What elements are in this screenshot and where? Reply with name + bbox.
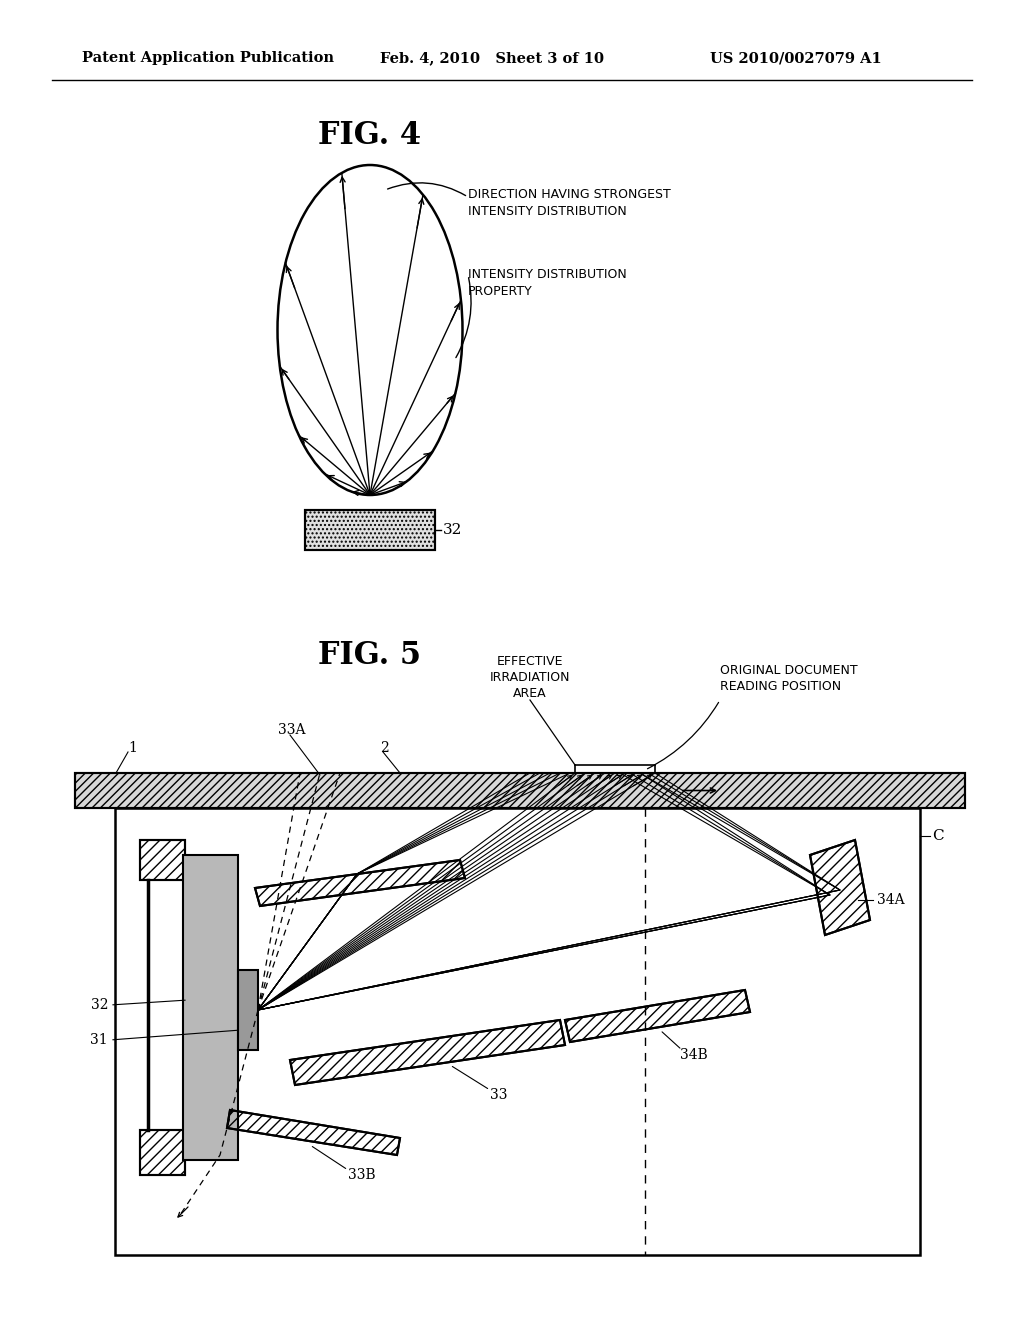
Bar (75, 774, 965, 808)
Bar (183, 855, 238, 1160)
Text: 34A: 34A (877, 894, 904, 907)
Bar (305, 510, 435, 550)
Bar (238, 970, 258, 1049)
Text: 31: 31 (90, 1034, 108, 1047)
Text: US 2010/0027079 A1: US 2010/0027079 A1 (710, 51, 882, 65)
Text: Patent Application Publication: Patent Application Publication (82, 51, 334, 65)
Text: 2: 2 (380, 741, 389, 755)
Text: EFFECTIVE
IRRADIATION
AREA: EFFECTIVE IRRADIATION AREA (489, 655, 570, 700)
Text: FIG. 5: FIG. 5 (318, 639, 422, 671)
Text: 32: 32 (443, 523, 463, 537)
Text: ORIGINAL DOCUMENT
READING POSITION: ORIGINAL DOCUMENT READING POSITION (720, 664, 858, 693)
Text: C: C (932, 829, 944, 843)
Text: 1: 1 (128, 741, 137, 755)
Text: DIRECTION HAVING STRONGEST
INTENSITY DISTRIBUTION: DIRECTION HAVING STRONGEST INTENSITY DIS… (468, 187, 671, 218)
Bar (115, 808, 920, 1255)
Text: 33: 33 (490, 1088, 508, 1102)
Text: 33A: 33A (278, 723, 305, 737)
Bar (305, 510, 435, 550)
Text: FIG. 4: FIG. 4 (318, 120, 422, 150)
Text: 32: 32 (90, 998, 108, 1012)
Text: 33B: 33B (348, 1168, 376, 1181)
Bar (75, 774, 965, 808)
Text: INTENSITY DISTRIBUTION
PROPERTY: INTENSITY DISTRIBUTION PROPERTY (468, 268, 627, 298)
Text: Feb. 4, 2010   Sheet 3 of 10: Feb. 4, 2010 Sheet 3 of 10 (380, 51, 604, 65)
Text: 34B: 34B (680, 1048, 708, 1063)
